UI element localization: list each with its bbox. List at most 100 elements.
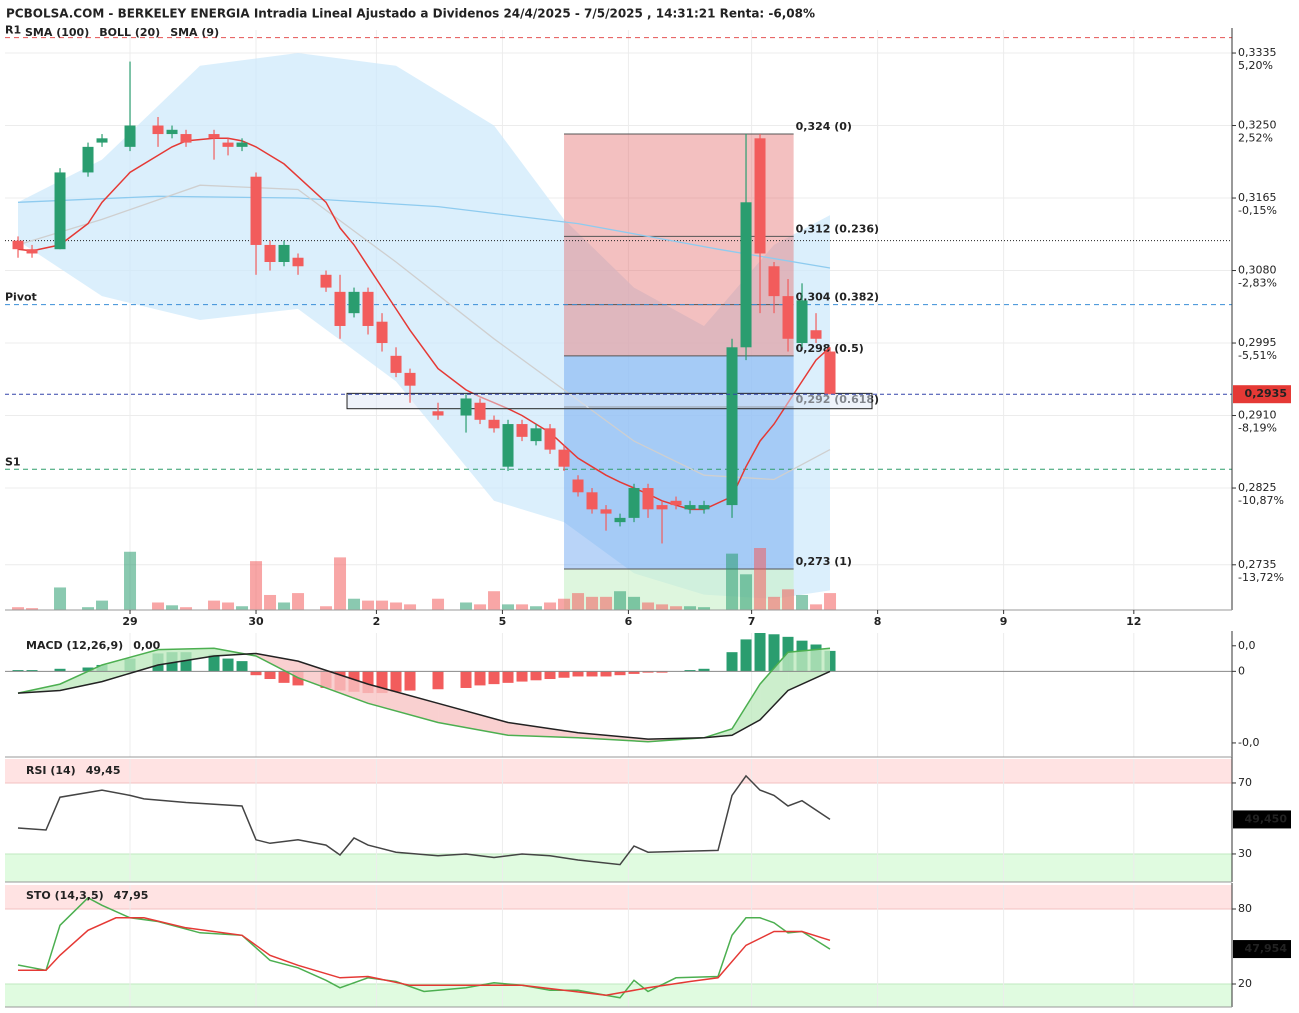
candle-body (362, 291, 374, 326)
macd-line (17, 647, 831, 743)
volume-bar (516, 604, 529, 610)
volume-bar (96, 600, 109, 610)
macd-histogram-bar (656, 671, 668, 673)
y-tick-label: 0,2995 (1238, 336, 1277, 349)
candle-body (222, 142, 234, 147)
macd-histogram-bar (264, 671, 276, 680)
volume-bar (432, 598, 445, 610)
macd-histogram-bar (488, 671, 500, 685)
candle-body (208, 134, 220, 139)
macd-histogram-bar (390, 671, 402, 692)
x-tick-label: 30 (248, 615, 264, 628)
macd-histogram-bar (684, 670, 696, 672)
value-tag-label: 0,2935 (1245, 387, 1287, 400)
volume-bar (348, 598, 361, 610)
y-tick-pct: -10,87% (1238, 494, 1284, 507)
x-tick-label: 5 (499, 615, 507, 628)
candle-body (684, 505, 696, 510)
candle-body (600, 509, 612, 514)
volume-bar (684, 606, 697, 610)
x-tick-label: 12 (1126, 615, 1141, 628)
price-zone-box (346, 392, 873, 410)
volume-bar (278, 602, 291, 610)
macd-histogram-bar (586, 671, 598, 677)
value-tag (1233, 385, 1291, 404)
y-tick-label: 70 (1238, 776, 1252, 789)
volume-bar (726, 553, 739, 610)
chart-title: PCBOLSA.COM - BERKELEY ENERGIA Intradia … (6, 7, 815, 21)
macd-histogram-bar (404, 671, 416, 691)
macd-histogram-bar (180, 652, 192, 672)
macd-histogram-bar (530, 671, 542, 681)
candle-body (390, 355, 402, 373)
candle-body (404, 372, 416, 386)
macd-histogram-bar (600, 671, 612, 677)
candle-body (628, 488, 640, 518)
macd-fill (102, 649, 159, 682)
macd-histogram-bar (698, 668, 710, 672)
candle-body (334, 291, 346, 326)
macd-histogram-bar (376, 671, 388, 694)
y-tick-label: 0,3080 (1238, 264, 1277, 277)
candle-body (12, 240, 24, 250)
macd-fill (158, 648, 215, 665)
candle-body (824, 351, 836, 395)
volume-bar (642, 602, 655, 610)
macd-histogram-bar (572, 671, 584, 677)
macd-histogram-bar (236, 661, 248, 672)
volume-bar (796, 594, 809, 610)
volume-bar (362, 600, 375, 610)
macd-histogram-bar (642, 671, 654, 673)
volume-bar (614, 591, 627, 610)
candle-body (376, 321, 388, 344)
x-tick-label: 8 (874, 615, 882, 628)
y-tick-label: 0,0 (1238, 639, 1256, 652)
stochastic-line (18, 917, 831, 997)
candle-body (810, 330, 822, 339)
y-tick-pct: -2,83% (1238, 277, 1277, 290)
macd-histogram-bar (558, 671, 570, 678)
candle-body (530, 428, 542, 442)
y-tick-label: 30 (1238, 847, 1252, 860)
y-tick-pct: -8,19% (1238, 422, 1277, 435)
volume-bar (236, 606, 249, 610)
candle-body (474, 402, 486, 420)
y-tick-label: 0,3335 (1238, 46, 1277, 59)
candle-body (278, 244, 290, 262)
candle-body (558, 449, 570, 467)
rsi-line (17, 774, 831, 866)
candle-body (698, 505, 710, 510)
panel-readout: 49,45 (86, 764, 121, 777)
value-tag-label: 47,954 (1245, 942, 1288, 955)
overbought-zone (5, 885, 1232, 909)
volume-bar (558, 598, 571, 610)
volume-bar (810, 604, 823, 610)
y-tick-label: 0 (1238, 664, 1245, 677)
candle-body (460, 398, 472, 416)
y-tick-pct: 2,52% (1238, 132, 1273, 145)
candle-body (320, 274, 332, 288)
volume-bar (376, 600, 389, 610)
macd-histogram-bar (726, 652, 738, 672)
overbought-zone (5, 759, 1232, 783)
fib-label: 0,273 (1) (796, 555, 852, 568)
signal-line (17, 652, 831, 740)
macd-histogram-bar (614, 671, 626, 676)
y-tick-pct: -13,72% (1238, 571, 1284, 584)
x-tick-label: 6 (625, 615, 633, 628)
candle-body (432, 411, 444, 416)
panel-name: STO (14,3,5) (26, 889, 104, 902)
volume-bar (292, 593, 305, 610)
candle-body (768, 266, 780, 297)
macd-histogram-bar (278, 671, 290, 683)
volume-bar (390, 602, 403, 610)
candle-body (264, 244, 276, 262)
volume-bar (54, 587, 67, 610)
volume-bar (544, 602, 557, 610)
pivot-label: Pivot (5, 291, 37, 304)
candle-body (586, 492, 598, 510)
volume-bar (754, 548, 767, 610)
candle-body (796, 300, 808, 344)
